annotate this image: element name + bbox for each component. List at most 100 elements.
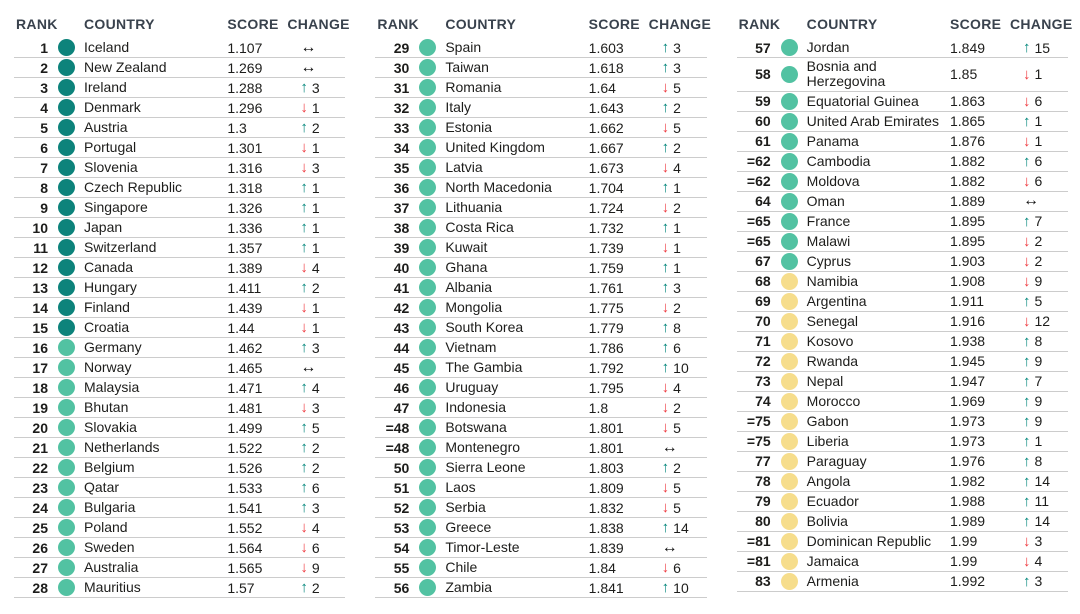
score-value: 1.908 xyxy=(949,273,986,290)
tier-dot-icon xyxy=(58,199,75,216)
change-cell: ↓ 5 xyxy=(649,500,707,516)
table-row: 37 Lithuania 1.724 ↓ 2 xyxy=(375,198,707,218)
rank-value: 3 xyxy=(40,79,48,96)
change-delta: 2 xyxy=(673,299,681,316)
arrow-down-icon: ↓ xyxy=(1022,552,1031,570)
score-value: 1.526 xyxy=(227,459,263,476)
tier-dot-cell xyxy=(780,452,807,470)
table-row: 41 Albania 1.761 ↑ 3 xyxy=(375,278,707,298)
change-cell: ↑ 1 xyxy=(1010,113,1068,129)
table-row: 11 Switzerland 1.357 ↑ 1 xyxy=(14,238,346,258)
rank-value: =48 xyxy=(385,419,410,436)
arrow-up-icon: ↑ xyxy=(661,459,670,476)
score-value: 1.982 xyxy=(949,473,986,490)
table-row: 71 Kosovo 1.938 ↑ 8 xyxy=(736,332,1068,352)
change-delta: 6 xyxy=(311,539,320,556)
table-row: 23 Qatar 1.533 ↑ 6 xyxy=(14,478,346,498)
tier-dot-cell xyxy=(58,39,84,56)
score-value: 1.288 xyxy=(227,79,263,96)
change-cell: ↓ 3 xyxy=(1010,533,1068,549)
table-row: 35 Latvia 1.673 ↓ 4 xyxy=(375,158,707,178)
change-cell: ↑ 1 xyxy=(287,220,345,236)
country-name: Cyprus xyxy=(806,252,852,269)
score-value: 1.882 xyxy=(949,153,986,170)
table-row: 78 Angola 1.982 ↑ 14 xyxy=(736,472,1068,492)
tier-dot-cell xyxy=(780,272,807,290)
change-delta: 8 xyxy=(673,319,681,336)
tier-dot-icon xyxy=(780,532,798,550)
rank-value: 83 xyxy=(755,573,771,590)
tier-dot-cell xyxy=(780,332,807,350)
change-cell: ↓ 1 xyxy=(287,100,345,116)
tier-dot-cell xyxy=(58,159,84,176)
change-cell: ↔ xyxy=(649,439,707,456)
change-delta: 2 xyxy=(673,139,681,156)
change-cell: ↓ 2 xyxy=(649,300,707,316)
table-row: 70 Senegal 1.916 ↓ 12 xyxy=(736,312,1068,332)
country-name: Senegal xyxy=(806,312,859,329)
score-value: 1.759 xyxy=(588,259,624,276)
change-delta: 8 xyxy=(1034,453,1043,470)
rank-value: =65 xyxy=(746,233,771,250)
score-value: 1.947 xyxy=(949,373,986,390)
country-name: Moldova xyxy=(806,172,860,189)
rank-column-header: RANK xyxy=(738,16,781,32)
table-row: 24 Bulgaria 1.541 ↑ 3 xyxy=(14,498,346,518)
country-name: Norway xyxy=(84,358,132,375)
tier-dot-cell xyxy=(780,92,807,110)
arrow-up-icon: ↑ xyxy=(1022,332,1031,350)
arrow-down-icon: ↓ xyxy=(300,139,308,156)
tier-dot-icon xyxy=(780,412,798,430)
arrow-left-right-icon: ↔ xyxy=(300,358,317,376)
arrow-down-icon: ↓ xyxy=(300,159,308,176)
country-name: North Macedonia xyxy=(445,178,552,195)
tier-dot-icon xyxy=(780,552,798,570)
tier-dot-cell xyxy=(419,119,445,136)
country-column-header: COUNTRY xyxy=(445,16,517,32)
tier-dot-icon xyxy=(780,92,798,110)
score-value: 1.911 xyxy=(949,293,984,310)
country-name: Panama xyxy=(806,132,859,149)
change-cell: ↑ 2 xyxy=(287,580,345,596)
rank-value: 69 xyxy=(755,293,771,310)
arrow-up-icon: ↑ xyxy=(300,479,308,496)
change-delta: 5 xyxy=(673,419,681,436)
arrow-up-icon: ↑ xyxy=(300,119,308,136)
country-name: Sweden xyxy=(84,538,135,555)
arrow-down-icon: ↓ xyxy=(661,399,670,416)
rank-value: 42 xyxy=(393,299,410,316)
tier-dot-cell xyxy=(780,352,807,370)
table-header: RANK COUNTRY SCORE CHANGE xyxy=(14,10,350,38)
table-row: =48 Montenegro 1.801 ↔ xyxy=(375,438,707,458)
arrow-up-icon: ↑ xyxy=(661,179,670,196)
arrow-up-icon: ↑ xyxy=(300,439,308,456)
tier-dot-icon xyxy=(780,352,798,370)
table-row: =62 Cambodia 1.882 ↑ 6 xyxy=(736,152,1068,172)
arrow-up-icon: ↑ xyxy=(300,379,308,396)
tier-dot-cell xyxy=(780,432,807,450)
rank-value: 29 xyxy=(393,39,410,56)
score-value: 1.336 xyxy=(227,219,263,236)
tier-dot-icon xyxy=(780,372,798,390)
table-row: 59 Equatorial Guinea 1.863 ↓ 6 xyxy=(736,92,1068,112)
tier-dot-icon xyxy=(58,579,75,596)
tier-dot-cell xyxy=(780,112,807,130)
country-name: Greece xyxy=(445,518,492,535)
score-value: 1.841 xyxy=(588,579,624,596)
score-value: 1.803 xyxy=(588,459,624,476)
tier-dot-cell xyxy=(58,299,84,316)
rank-value: 46 xyxy=(393,379,410,396)
rank-value: 26 xyxy=(32,539,48,556)
table-row: 42 Mongolia 1.775 ↓ 2 xyxy=(375,298,707,318)
score-value: 1.85 xyxy=(949,66,978,83)
tier-dot-cell xyxy=(419,339,445,356)
change-delta: 8 xyxy=(1034,333,1043,350)
change-cell: ↑ 10 xyxy=(649,580,707,596)
tier-dot-cell xyxy=(58,199,84,216)
score-value: 1.973 xyxy=(949,433,986,450)
country-name: Poland xyxy=(84,518,128,535)
rank-value: 17 xyxy=(32,359,48,376)
tier-dot-cell xyxy=(780,392,807,410)
tier-dot-icon xyxy=(419,319,437,336)
change-cell: ↑ 1 xyxy=(1010,433,1068,449)
